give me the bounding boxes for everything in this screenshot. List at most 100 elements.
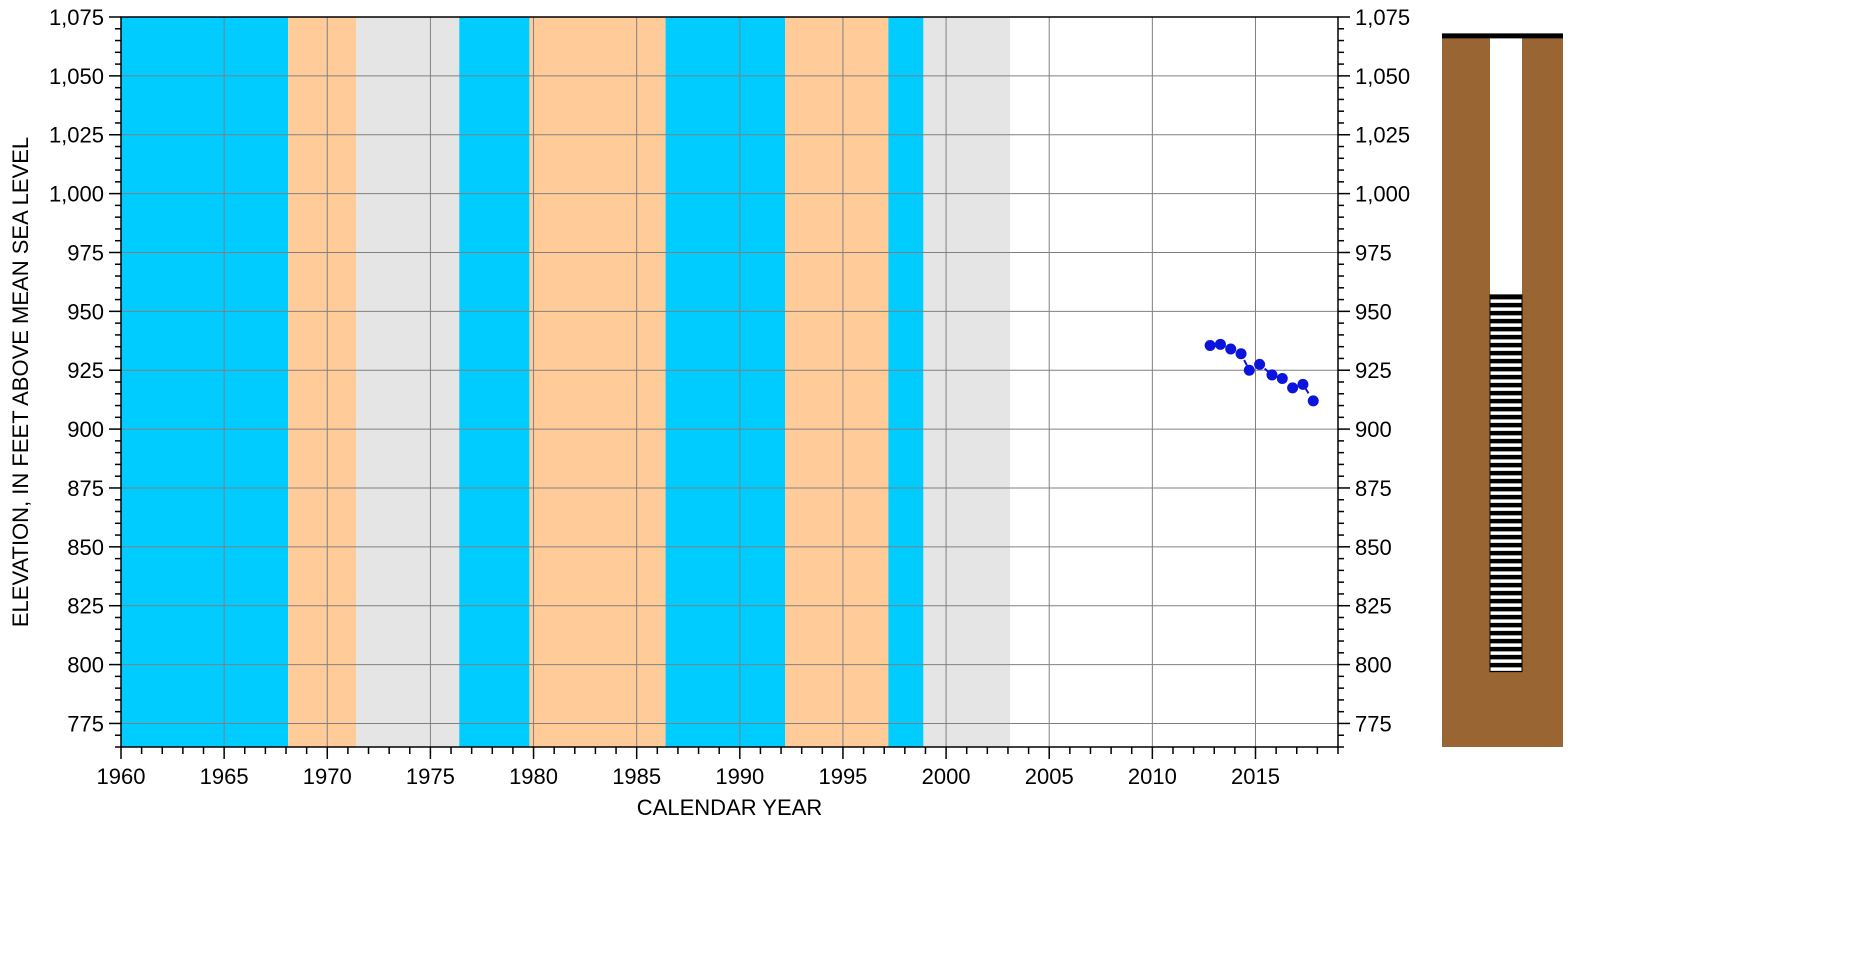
well-screen-stripe: [1490, 598, 1522, 604]
period-band: [459, 17, 530, 747]
well-screen-stripe: [1490, 494, 1522, 500]
y-tick-label-left: 800: [67, 653, 104, 678]
well-screen-stripe: [1490, 518, 1522, 524]
y-axis-title: ELEVATION, IN FEET ABOVE MEAN SEA LEVEL: [8, 137, 33, 627]
axis-ticks: [109, 16, 1350, 759]
x-axis-tick-labels: 1960 1965 1970 1975 1980 1985 1990 1995 2000 2005…: [97, 764, 1280, 789]
period-band: [923, 17, 1011, 747]
y-tick-label-right: 900: [1355, 417, 1392, 442]
well-screen-stripe: [1490, 558, 1522, 564]
y-tick-label-right: 775: [1355, 711, 1392, 736]
well-screen-stripe: [1490, 574, 1522, 580]
well-screen-stripe: [1490, 478, 1522, 484]
y-tick-label-right: 850: [1355, 535, 1392, 560]
x-tick-label: 1990: [715, 764, 764, 789]
well-screen-stripe: [1490, 294, 1522, 300]
y-tick-label-left: 825: [67, 594, 104, 619]
well-screen-stripe: [1490, 406, 1522, 412]
well-screen-stripe: [1490, 590, 1522, 596]
data-point: [1225, 343, 1237, 355]
well-screen-stripe: [1490, 662, 1522, 668]
well-screen-stripe: [1490, 438, 1522, 444]
x-tick-label: 2000: [922, 764, 971, 789]
y-tick-label-left: 950: [67, 299, 104, 324]
data-point: [1204, 340, 1216, 351]
well-screen-stripe: [1490, 342, 1522, 348]
x-axis-title: CALENDAR YEAR: [637, 795, 822, 820]
y-tick-label-left: 875: [67, 476, 104, 501]
y-tick-label-left: 1,025: [49, 123, 104, 148]
x-tick-label: 1995: [818, 764, 867, 789]
well-screen-stripe: [1490, 542, 1522, 548]
y-tick-label-right: 925: [1355, 358, 1392, 383]
well-screen-stripe: [1490, 566, 1522, 572]
well-screen-stripe: [1490, 414, 1522, 420]
well-screen-stripe: [1490, 654, 1522, 660]
data-point: [1254, 358, 1266, 370]
well-screen-stripe: [1490, 374, 1522, 380]
well-construction-diagram: [1442, 33, 1563, 748]
y-tick-label-left: 775: [67, 711, 104, 736]
period-band: [529, 17, 666, 747]
well-screen-stripe: [1490, 630, 1522, 636]
well-screen-stripe: [1490, 646, 1522, 652]
well-screen-stripe: [1490, 622, 1522, 628]
well-screen-stripe: [1490, 582, 1522, 588]
y-tick-label-left: 850: [67, 535, 104, 560]
well-screen-stripe: [1490, 382, 1522, 388]
well-screen-stripe: [1490, 550, 1522, 556]
x-tick-label: 1970: [303, 764, 352, 789]
data-point: [1276, 372, 1288, 384]
y-tick-label-left: 975: [67, 240, 104, 265]
well-screen-stripe: [1490, 486, 1522, 492]
well-screen-stripe: [1490, 462, 1522, 468]
y-tick-label-right: 875: [1355, 476, 1392, 501]
well-screen-stripe: [1490, 358, 1522, 364]
well-screen-stripe: [1490, 614, 1522, 620]
period-band: [785, 17, 889, 747]
well-screen-stripe: [1490, 454, 1522, 460]
x-tick-label: 2005: [1025, 764, 1074, 789]
data-point: [1287, 382, 1299, 394]
y-axis-tick-labels-right: 775 800 825 850 875 900 925 950 975 1,000 1,025 1,0…: [1355, 5, 1410, 736]
well-screen-stripe: [1490, 326, 1522, 332]
well-screen-stripe: [1490, 350, 1522, 356]
well-screen-stripe: [1490, 430, 1522, 436]
well-screen-stripe: [1490, 310, 1522, 316]
well-screen-stripe: [1490, 502, 1522, 508]
y-tick-label-right: 825: [1355, 594, 1392, 619]
x-tick-label: 1980: [509, 764, 558, 789]
well-screen-stripe: [1490, 470, 1522, 476]
water-level-series: [1204, 338, 1319, 407]
y-tick-label-left: 1,075: [49, 5, 104, 30]
x-tick-label: 2015: [1231, 764, 1280, 789]
x-tick-label: 1965: [200, 764, 249, 789]
y-tick-label-right: 1,000: [1355, 182, 1410, 207]
well-screen-stripe: [1490, 526, 1522, 532]
y-tick-label-left: 900: [67, 417, 104, 442]
data-point: [1243, 364, 1255, 376]
y-tick-label-right: 1,025: [1355, 123, 1410, 148]
y-tick-label-right: 950: [1355, 299, 1392, 324]
well-screen-stripe: [1490, 302, 1522, 308]
well-screen-stripe: [1490, 334, 1522, 340]
well-screen-stripe: [1490, 366, 1522, 372]
x-tick-label: 1960: [97, 764, 146, 789]
well-screen-outline: [1489, 294, 1523, 673]
well-screen-stripe: [1490, 606, 1522, 612]
x-tick-label: 2010: [1128, 764, 1177, 789]
period-band: [888, 17, 924, 747]
well-screen-stripe: [1490, 638, 1522, 644]
climate-bands: [121, 17, 1011, 747]
data-point: [1297, 378, 1309, 390]
x-tick-label: 1985: [612, 764, 661, 789]
y-tick-label-left: 925: [67, 358, 104, 383]
y-axis-tick-labels-left: 775 800 825 850 875 900 925 950 975 1,000 1,025 1,0…: [49, 5, 104, 736]
series-line: [1209, 343, 1315, 402]
data-point: [1266, 369, 1278, 381]
well-screen-stripe: [1490, 390, 1522, 396]
period-band: [356, 17, 460, 747]
period-band: [121, 17, 289, 747]
data-point: [1214, 338, 1226, 350]
